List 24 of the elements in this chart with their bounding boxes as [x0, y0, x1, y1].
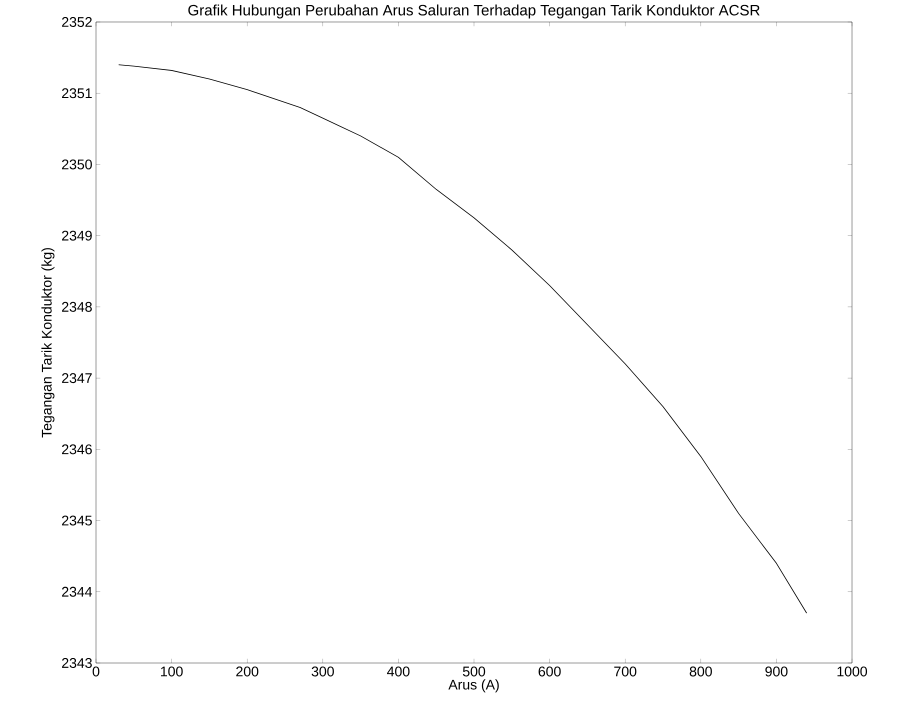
x-tick-label: 1000 [838, 666, 868, 676]
x-tick-label: 300 [312, 666, 334, 676]
y-tick-label: 2343 [62, 658, 92, 668]
y-tick-label: 2349 [62, 230, 92, 241]
y-tick-label: 2346 [62, 444, 92, 454]
x-tick-label: 400 [387, 666, 410, 676]
chart-title: Grafik Hubungan Perubahan Arus Saluran Terhadap Tegangan Tarik Konduktor ACSR [188, 4, 760, 18]
x-tick-label: 200 [236, 666, 258, 676]
x-tick-label: 100 [160, 666, 183, 676]
x-tick-label: 800 [690, 666, 712, 676]
y-tick-label: 2350 [62, 159, 92, 170]
y-axis-title: Tegangan Tarik Konduktor (kg) [41, 248, 54, 438]
x-tick-label: 500 [462, 666, 486, 676]
x-tick-label: 600 [538, 666, 561, 676]
x-tick-label: 0 [92, 666, 100, 676]
y-tick-label: 2344 [62, 586, 92, 597]
x-tick-label: 900 [765, 666, 788, 676]
y-tick-label: 2352 [62, 17, 92, 27]
y-tick-label: 2351 [62, 88, 92, 98]
y-tick-label: 2345 [62, 516, 92, 526]
y-tick-label: 2348 [62, 302, 92, 312]
y-tick-label: 2347 [62, 373, 92, 384]
x-axis-title: Arus (A) [448, 679, 499, 692]
x-tick-label: 700 [614, 666, 636, 676]
